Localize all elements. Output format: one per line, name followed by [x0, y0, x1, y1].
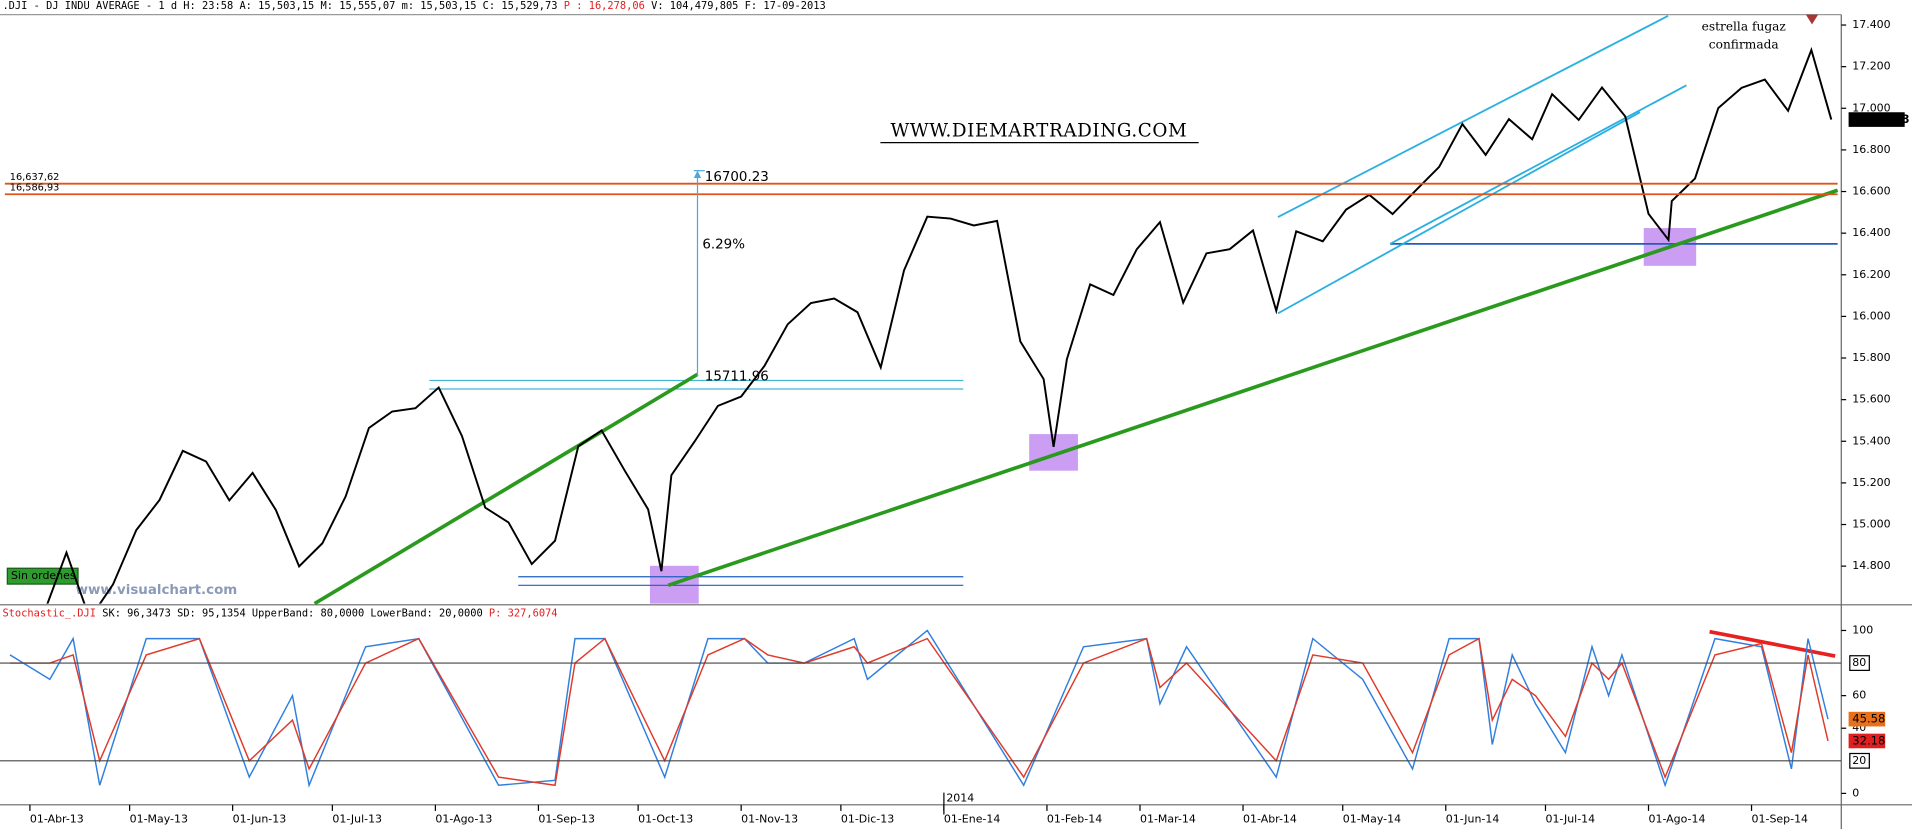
indicator-name: Stochastic_.DJI — [2, 607, 102, 619]
header-info: .DJI - DJ INDU AVERAGE - 1 d H: 23:58 A:… — [2, 0, 563, 12]
trend-line — [313, 372, 699, 606]
x-tick-label: 01-May-14 — [1343, 812, 1401, 825]
x-tick-label: 01-Abr-13 — [30, 812, 84, 825]
measure-percent-label: 6.29% — [702, 238, 745, 253]
x-tick-label: 01-Ago-14 — [1649, 812, 1706, 825]
y-tick-label: 15.400 — [1852, 434, 1890, 447]
x-tick-label: 01-Jun-14 — [1446, 812, 1500, 825]
y-tick-label: 100 — [1852, 623, 1873, 636]
trend-line — [667, 188, 1839, 588]
x-tick-label: 01-Abr-14 — [1243, 812, 1297, 825]
price-plot — [46, 46, 1833, 604]
level-label: 16,586,93 — [10, 183, 60, 194]
source-watermark: www.visualchart.com — [76, 583, 238, 598]
x-tick-label: 01-Mar-14 — [1140, 812, 1196, 825]
last-value-box — [1848, 733, 1886, 749]
x-tick-label: 01-Sep-14 — [1752, 812, 1809, 825]
y-tick-label: 14.800 — [1852, 559, 1890, 572]
x-tick-label: 01-Dic-13 — [841, 812, 894, 825]
x-tick-label: 01-Feb-14 — [1047, 812, 1102, 825]
indicator-header: Stochastic_.DJI SK: 96,3473 SD: 95,1354 … — [2, 607, 557, 619]
x-tick-label: 01-Jul-13 — [332, 812, 382, 825]
last-value-box — [1848, 711, 1886, 727]
band-label-box — [1849, 752, 1870, 769]
y-tick-label: 17.000 — [1852, 101, 1890, 114]
y-tick-label: 16.200 — [1852, 268, 1890, 281]
y-tick-label: 0 — [1852, 786, 1859, 799]
level-label: 16,637,62 — [10, 172, 60, 183]
x-tick-label: 01-Oct-13 — [638, 812, 693, 825]
x-tick-label: 01-Sep-13 — [538, 812, 595, 825]
x-tick-label: 01-Nov-13 — [741, 812, 798, 825]
x-tick-label: 01-Jun-13 — [233, 812, 287, 825]
highlight-box — [1029, 434, 1078, 471]
header-rest: V: 104,479,805 F: 17-09-2013 — [645, 0, 826, 12]
header-p: P : 16,278,06 — [564, 0, 645, 12]
note-text: confirmada — [1709, 38, 1779, 52]
y-tick-label: 16.600 — [1852, 185, 1890, 198]
measure-arrow — [693, 170, 702, 178]
y-tick-label: 15.800 — [1852, 351, 1890, 364]
last-value-label: 32.18 — [1852, 733, 1885, 747]
last-price-box — [1848, 112, 1905, 127]
band-label: 80 — [1852, 656, 1866, 669]
series-line — [46, 46, 1833, 604]
y-tick-label: 60 — [1852, 689, 1866, 702]
series-line — [9, 637, 1829, 787]
y-tick-label: 15.200 — [1852, 476, 1890, 489]
y-tick-label: 16.000 — [1852, 309, 1890, 322]
last-value-label: 45.58 — [1852, 712, 1885, 726]
band-label-box — [1849, 655, 1870, 671]
header: .DJI - DJ INDU AVERAGE - 1 d H: 23:58 A:… — [2, 0, 825, 12]
x-tick-label: 01-Ene-14 — [944, 812, 1000, 825]
y-tick-label: 15.600 — [1852, 393, 1890, 406]
x-tick-label: 01-May-13 — [130, 812, 188, 825]
status-text: Sin ordenes — [11, 569, 76, 582]
y-tick-label: 15.000 — [1852, 518, 1890, 531]
status-box — [6, 567, 79, 585]
site-watermark: WWW.DIEMARTRADING.COM — [890, 121, 1187, 142]
divergence-line — [1709, 629, 1836, 658]
measure-bottom-label: 15711.96 — [705, 369, 769, 384]
note-text: estrella fugaz — [1702, 19, 1786, 33]
year-label: 2014 — [946, 792, 974, 805]
measure-top-label: 16700.23 — [705, 170, 769, 185]
channel-line — [1277, 111, 1641, 315]
x-tick-label: 01-Jul-14 — [1545, 812, 1595, 825]
y-tick-label: 16.800 — [1852, 143, 1890, 156]
y-tick-label: 16.400 — [1852, 226, 1890, 239]
y-tick-label: 17.400 — [1852, 18, 1890, 31]
signal-arrow — [1805, 14, 1819, 25]
last-price-label: 16.945,8 — [1852, 112, 1909, 126]
indicator-params: SK: 96,3473 SD: 95,1354 UpperBand: 80,00… — [102, 607, 489, 619]
band-label: 20 — [1852, 754, 1866, 767]
x-tick-label: 01-Ago-13 — [435, 812, 492, 825]
indicator-p: P: 327,6074 — [489, 607, 558, 619]
y-tick-label: 17.200 — [1852, 60, 1890, 73]
channel-line — [1389, 84, 1687, 245]
